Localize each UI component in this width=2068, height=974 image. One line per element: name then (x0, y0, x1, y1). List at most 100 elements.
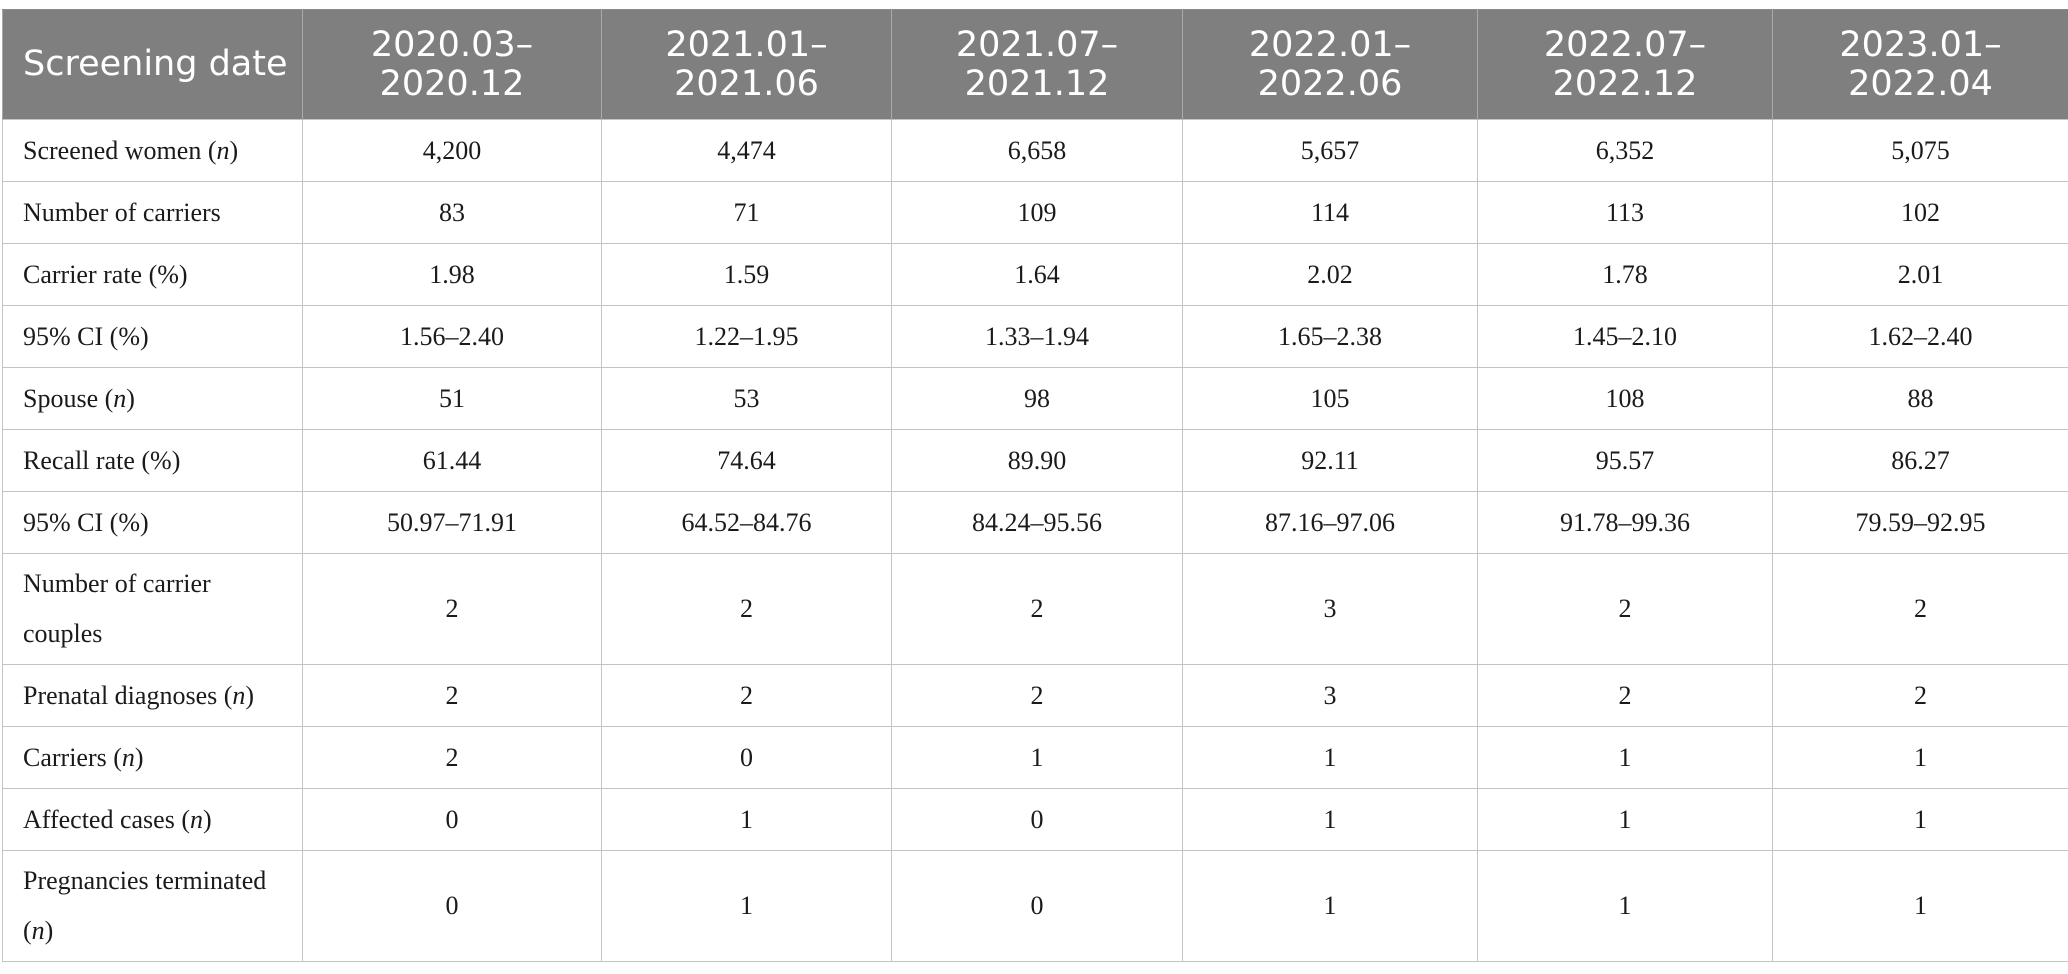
period-end: 2021.12 (964, 63, 1110, 104)
value-cell: 2 (601, 664, 892, 727)
label-text: ) (126, 383, 135, 413)
table-body: Screened women (n) 4,200 4,474 6,658 5,657 6,… (2, 119, 2068, 962)
label-text: ) (134, 742, 144, 772)
table-row: 95% CI (%) 50.97–71.91 64.52–84.76 84.24–95… (2, 491, 2068, 554)
period-start: 2022.07– (1543, 24, 1707, 65)
row-label: Affected cases (n) (2, 788, 303, 851)
period-start: 2023.01– (1839, 24, 2002, 65)
value-cell: 1.62–2.40 (1772, 305, 2068, 368)
value-cell: 92.11 (1182, 429, 1478, 492)
row-label: Spouse (n) (2, 367, 303, 430)
value-cell: 2 (1477, 664, 1773, 727)
italic-n: n (31, 916, 45, 945)
value-cell: 79.59–92.95 (1772, 491, 2068, 554)
value-cell: 4,474 (601, 119, 892, 182)
value-cell: 6,352 (1477, 119, 1773, 182)
value-cell: 1 (1182, 788, 1478, 851)
header-cell-period: 2022.07– 2022.12 (1477, 9, 1773, 120)
value-cell: 102 (1772, 181, 2068, 244)
value-cell: 0 (601, 726, 892, 789)
table-row: Affected cases (n) 0 1 0 1 1 1 (2, 788, 2068, 851)
label-text: Carriers ( (23, 742, 122, 772)
value-cell: 50.97–71.91 (302, 491, 602, 554)
value-cell: 1.59 (601, 243, 892, 306)
value-cell: 1 (1182, 850, 1478, 962)
value-cell: 1.64 (891, 243, 1183, 306)
header-cell-period: 2021.01– 2021.06 (601, 9, 892, 120)
table-row: Number of carrier couples 2 2 2 3 2 2 (2, 553, 2068, 665)
period-start: 2021.07– (955, 24, 1119, 65)
screening-results-table: Screening date 2020.03– 2020.12 2021.01– 202… (2, 9, 2068, 962)
label-text: Number of carrier couples (23, 569, 211, 648)
period-start: 2021.01– (665, 24, 828, 65)
value-cell: 3 (1182, 664, 1478, 727)
label-text: Affected cases ( (23, 804, 190, 834)
italic-n: n (121, 742, 135, 772)
value-cell: 109 (891, 181, 1183, 244)
table-header: Screening date 2020.03– 2020.12 2021.01– 202… (2, 9, 2068, 120)
value-cell: 0 (891, 788, 1183, 851)
row-label: Screened women (n) (2, 119, 303, 182)
row-label: Carriers (n) (2, 726, 303, 789)
label-text: Prenatal diagnoses ( (23, 680, 233, 710)
table-row: Pregnancies terminated (n) 0 1 0 1 1 1 (2, 850, 2068, 962)
row-label: Recall rate (%) (2, 429, 303, 492)
value-cell: 108 (1477, 367, 1773, 430)
italic-n: n (216, 135, 230, 165)
value-cell: 88 (1772, 367, 2068, 430)
period-start: 2020.03– (370, 24, 534, 65)
value-cell: 2 (302, 664, 602, 727)
value-cell: 95.57 (1477, 429, 1773, 492)
value-cell: 71 (601, 181, 892, 244)
value-cell: 6,658 (891, 119, 1183, 182)
value-cell: 2 (1772, 553, 2068, 665)
table-row: Carriers (n) 2 0 1 1 1 1 (2, 726, 2068, 789)
value-cell: 1 (1772, 850, 2068, 962)
value-cell: 2 (601, 553, 892, 665)
value-cell: 1.98 (302, 243, 602, 306)
value-cell: 91.78–99.36 (1477, 491, 1773, 554)
table-row: Number of carriers 83 71 109 114 113 102 (2, 181, 2068, 244)
row-label: Carrier rate (%) (2, 243, 303, 306)
row-label: Prenatal diagnoses (n) (2, 664, 303, 727)
value-cell: 74.64 (601, 429, 892, 492)
value-cell: 1 (601, 788, 892, 851)
period-start: 2022.01– (1248, 24, 1412, 65)
label-text: 95% CI (%) (23, 507, 149, 537)
header-cell-period: 2020.03– 2020.12 (302, 9, 602, 120)
label-text: ) (245, 680, 255, 710)
value-cell: 1 (601, 850, 892, 962)
value-cell: 5,075 (1772, 119, 2068, 182)
row-label: 95% CI (%) (2, 491, 303, 554)
value-cell: 1.56–2.40 (302, 305, 602, 368)
period-end: 2021.06 (674, 63, 819, 104)
value-cell: 2 (891, 553, 1183, 665)
value-cell: 2.01 (1772, 243, 2068, 306)
row-label: Pregnancies terminated (n) (2, 850, 303, 962)
value-cell: 105 (1182, 367, 1478, 430)
value-cell: 3 (1182, 553, 1478, 665)
value-cell: 114 (1182, 181, 1478, 244)
value-cell: 1.22–1.95 (601, 305, 892, 368)
italic-n: n (232, 680, 246, 710)
row-label: Number of carrier couples (2, 553, 303, 665)
value-cell: 0 (302, 850, 602, 962)
value-cell: 98 (891, 367, 1183, 430)
table-row: Spouse (n) 51 53 98 105 108 88 (2, 367, 2068, 430)
value-cell: 1 (1182, 726, 1478, 789)
value-cell: 0 (891, 850, 1183, 962)
italic-n: n (189, 804, 203, 834)
label-text: Spouse ( (23, 383, 114, 413)
value-cell: 61.44 (302, 429, 602, 492)
value-cell: 5,657 (1182, 119, 1478, 182)
table-row: Prenatal diagnoses (n) 2 2 2 3 2 2 (2, 664, 2068, 727)
header-cell-period: 2022.01– 2022.06 (1182, 9, 1478, 120)
row-label: Number of carriers (2, 181, 303, 244)
value-cell: 1 (1477, 788, 1773, 851)
value-cell: 1.65–2.38 (1182, 305, 1478, 368)
label-text: Recall rate (%) (23, 445, 181, 475)
header-cell-screening-date: Screening date (2, 9, 303, 120)
label-text: Screened women ( (23, 135, 217, 165)
label-text: ) (229, 135, 239, 165)
label-text: Pregnancies terminated ( (23, 866, 267, 945)
